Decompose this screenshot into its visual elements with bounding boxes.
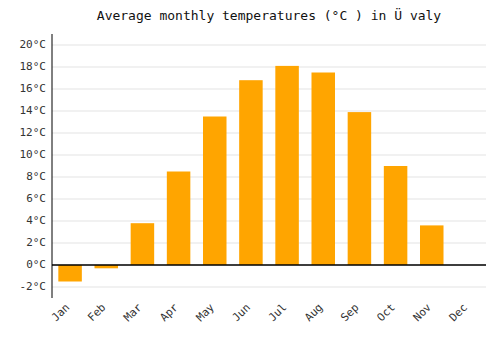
bar: [348, 112, 372, 265]
y-tick-label: 20°C: [20, 38, 47, 51]
title: Average monthly temperatures (°C ) in Ü …: [97, 7, 442, 23]
y-tick-label: 14°C: [20, 104, 47, 117]
bar: [167, 172, 191, 266]
x-axis: Jan Feb Mar Apr May Jun Jul Aug Sep Oct Nov Dec: [49, 301, 470, 325]
bar: [203, 117, 227, 266]
grid-line: [52, 155, 486, 156]
x-tick-label: Nov: [411, 301, 435, 325]
y-axis-line: [52, 34, 53, 298]
zero-line: [52, 264, 486, 266]
bars: [58, 66, 443, 282]
y-tick-label: 18°C: [20, 60, 47, 73]
bar: [239, 80, 263, 265]
grid-line: [52, 199, 486, 200]
grid-line: [52, 45, 486, 46]
y-tick-label: 2°C: [26, 236, 46, 249]
y-tick-label: 16°C: [20, 82, 47, 95]
x-tick-label: Aug: [302, 301, 325, 324]
y-tick-label: 6°C: [26, 192, 46, 205]
x-tick-label: Jun: [230, 301, 253, 324]
x-tick-label: Mar: [121, 301, 145, 325]
y-axis: -2°C 0°C 2°C 4°C 6°C 8°C 10°C 12°C 14°C 16°C 18°C 2…: [20, 38, 47, 293]
grid-line: [52, 265, 486, 266]
x-tick-label: Dec: [447, 301, 470, 324]
grid: [52, 45, 486, 287]
x-tick-label: Jan: [49, 301, 72, 324]
grid-line: [52, 111, 486, 112]
x-tick-label: Oct: [374, 301, 397, 324]
grid-line: [52, 221, 486, 222]
bar: [131, 223, 155, 265]
bar: [275, 66, 299, 265]
y-tick-label: 8°C: [26, 170, 46, 183]
bar: [420, 225, 444, 265]
grid-line: [52, 133, 486, 134]
x-tick-label: May: [194, 301, 218, 325]
chart-container: -2°C 0°C 2°C 4°C 6°C 8°C 10°C 12°C 14°C 16°C 18°C 2…: [0, 0, 500, 350]
y-tick-label: -2°C: [20, 280, 47, 293]
bar: [384, 166, 408, 265]
bar: [58, 265, 82, 282]
y-tick-label: 4°C: [26, 214, 46, 227]
x-tick-label: Jul: [266, 301, 289, 324]
grid-line: [52, 177, 486, 178]
grid-line: [52, 287, 486, 288]
x-tick-label: Apr: [157, 301, 181, 325]
y-tick-label: 10°C: [20, 148, 47, 161]
grid-line: [52, 89, 486, 90]
bar: [311, 73, 335, 266]
y-tick-label: 12°C: [20, 126, 47, 139]
chart-svg: -2°C 0°C 2°C 4°C 6°C 8°C 10°C 12°C 14°C 16°C 18°C 2…: [0, 0, 500, 350]
grid-line: [52, 67, 486, 68]
y-tick-label: 0°C: [26, 258, 46, 271]
x-tick-label: Feb: [85, 301, 108, 324]
x-tick-label: Sep: [338, 301, 361, 324]
